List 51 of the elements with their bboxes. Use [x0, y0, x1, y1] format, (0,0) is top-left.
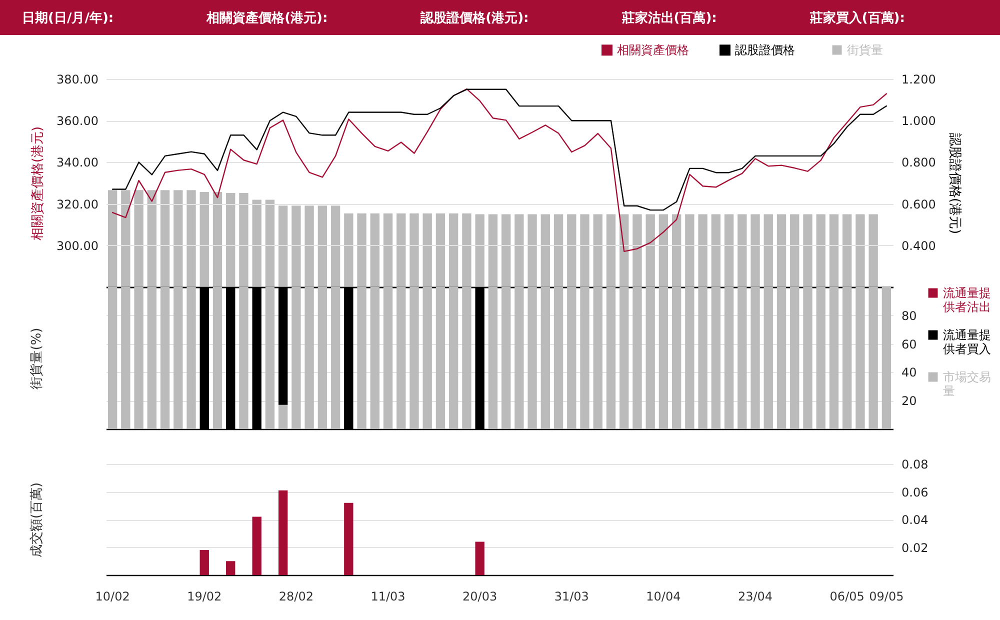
y-axis-title: 成交額(百萬)	[28, 482, 44, 558]
y2-tick-label: 0.600	[902, 197, 936, 212]
bar	[475, 542, 484, 575]
y-tick-label: 380.00	[56, 72, 98, 86]
legend-label: 認股證價格	[735, 43, 795, 58]
x-tick-label: 28/02	[278, 590, 314, 604]
legend-label: 流通量提供者沽出	[943, 286, 991, 314]
bar	[344, 502, 354, 575]
text: 日期(日/月/年):	[22, 10, 114, 26]
x-tick-label: 09/05	[869, 590, 904, 604]
text: 相關資產價格(港元):	[206, 10, 328, 26]
y-tick-label: 40	[902, 366, 917, 380]
y-tick-label: 60	[902, 337, 917, 352]
bar	[226, 561, 236, 575]
bar	[252, 516, 262, 575]
y2-tick-label: 1.000	[902, 114, 936, 128]
x-tick-label: 31/03	[554, 590, 589, 604]
x-tick-label: 10/04	[646, 590, 681, 604]
y-tick-label: 20	[902, 394, 917, 408]
y-tick-label: 80	[902, 308, 917, 323]
y-tick-label: 0.02	[902, 540, 928, 555]
y-tick-label: 340.00	[56, 156, 98, 170]
y-axis-title: 相關資產價格(港元)	[30, 126, 46, 241]
y2-tick-label: 0.400	[902, 238, 936, 253]
legend-label: 相關資產價格	[617, 43, 689, 58]
y2-tick-label: 1.200	[902, 72, 936, 86]
legend-label: 街貨量	[847, 43, 883, 57]
text: 認股證價格(港元):	[420, 10, 529, 26]
text: 莊家沽出(百萬):	[622, 10, 717, 26]
x-tick-label: 06/05	[830, 590, 864, 604]
line-series	[112, 88, 888, 252]
y2-tick-label: 0.800	[902, 156, 936, 170]
x-tick-label: 23/04	[738, 590, 773, 604]
y-tick-label: 0.06	[902, 485, 928, 500]
y-tick-label: 320.00	[56, 197, 98, 212]
y2-axis-title: 認股證價格(港元)	[946, 132, 962, 234]
line-series	[112, 88, 888, 211]
legend-label: 流通量提供者買入	[943, 328, 991, 356]
y-tick-label: 0.08	[902, 458, 928, 472]
text: 莊家買入(百萬):	[810, 10, 905, 26]
y-tick-label: 0.04	[902, 513, 928, 527]
bar	[278, 490, 288, 575]
x-tick-label: 11/03	[370, 590, 406, 604]
x-tick-label: 19/02	[187, 590, 222, 604]
y-tick-label: 360.00	[56, 114, 98, 128]
legend-label: 市場交易量	[943, 370, 991, 398]
x-tick-label: 20/03	[462, 590, 498, 604]
bar	[200, 550, 209, 575]
y-tick-label: 300.00	[56, 238, 98, 253]
x-tick-label: 10/02	[95, 590, 130, 604]
y-axis-title: 街貨量(%)	[30, 328, 44, 390]
